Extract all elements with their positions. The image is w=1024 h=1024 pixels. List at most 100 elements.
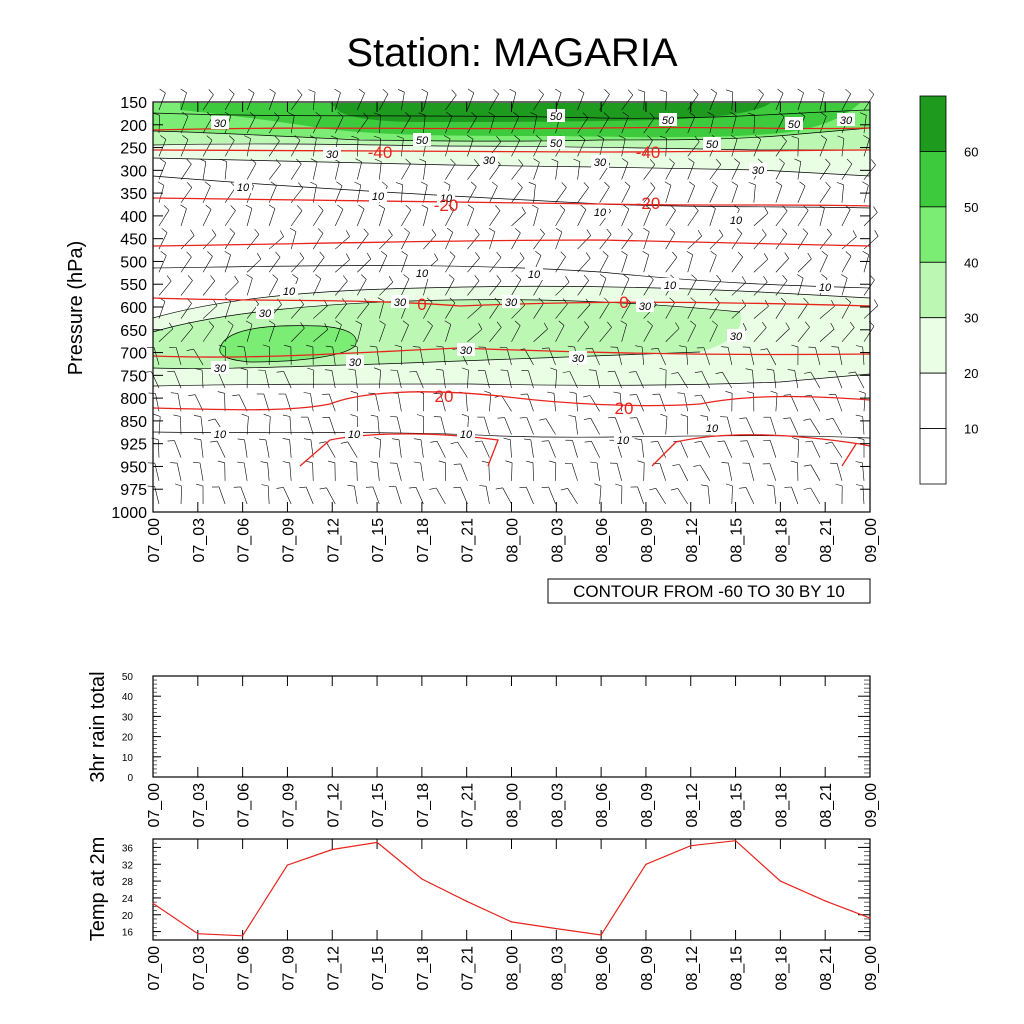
- wind-barb: [810, 464, 821, 481]
- wind-barb-feather: [337, 204, 344, 210]
- wind-barb-feather: [496, 321, 502, 328]
- wind-barb-feather: [560, 251, 566, 257]
- wind-barb-feather: [193, 415, 201, 417]
- wind-barb: [819, 187, 831, 203]
- wind-barb-feather: [224, 251, 231, 256]
- wind-speed-label: 30: [214, 363, 227, 375]
- wind-barb: [621, 116, 629, 134]
- labelbar-label: 60: [964, 144, 978, 159]
- wind-barb: [334, 116, 344, 134]
- wind-barb: [659, 393, 667, 412]
- wind-barb-feather: [803, 418, 811, 421]
- wind-barb: [467, 280, 480, 296]
- temp-point: [600, 934, 602, 936]
- wind-barb-feather: [519, 252, 525, 259]
- wind-barb: [687, 185, 695, 203]
- wind-barb-feather: [670, 488, 678, 491]
- wind-barb-feather: [388, 229, 393, 236]
- wind-barb: [687, 210, 699, 227]
- wind-barb-feather: [787, 369, 795, 371]
- wind-barb-feather: [642, 251, 649, 256]
- wind-barb-feather: [173, 414, 181, 417]
- temperature-label: -40: [636, 143, 661, 162]
- wind-barb: [637, 486, 644, 505]
- wind-barb-feather: [208, 89, 214, 95]
- wind-barb: [731, 162, 740, 180]
- wind-speed-label: 10: [819, 282, 832, 294]
- wind-barb-feather: [745, 368, 753, 371]
- temperature-label: -40: [368, 143, 393, 162]
- wind-barb: [577, 187, 589, 203]
- wind-barb: [753, 234, 767, 250]
- wind-barb-feather: [594, 483, 602, 487]
- wind-barb-feather: [249, 112, 256, 118]
- wind-barb-feather: [347, 485, 355, 487]
- wind-barb: [246, 116, 256, 134]
- wind-barb-feather: [830, 322, 835, 330]
- wind-barb: [665, 416, 668, 435]
- wind-barb: [335, 303, 347, 319]
- temperature-label: 0: [417, 295, 426, 314]
- shade-region-7: [219, 325, 357, 362]
- wind-barb: [158, 232, 168, 250]
- time-tick-label: 08_12: [684, 783, 701, 828]
- wind-barb: [200, 439, 204, 458]
- wind-barb: [489, 164, 501, 180]
- temp-ytick-label: 16: [122, 928, 134, 939]
- wind-barb: [397, 370, 402, 389]
- wind-barb: [533, 233, 545, 250]
- wind-barb: [819, 328, 835, 342]
- wind-barb-feather: [650, 348, 659, 350]
- temp-ytick-label: 36: [122, 843, 134, 854]
- wind-barb-feather: [715, 371, 723, 374]
- wind-barb: [372, 486, 380, 505]
- wind-barb-feather: [420, 181, 428, 186]
- wind-label-bg: [727, 213, 745, 226]
- wind-barb: [680, 440, 689, 458]
- wind-barb-feather: [355, 320, 362, 325]
- wind-barb-feather: [354, 181, 361, 186]
- time-axis: 07_00 07_03 07_06 07_09 07_12 07_15 07_18 07_21…: [146, 102, 880, 563]
- wind-barb: [238, 394, 248, 412]
- temp-point: [824, 900, 826, 902]
- wind-barb: [819, 306, 835, 319]
- wind-barb-feather: [366, 252, 372, 260]
- wind-barb-feather: [715, 159, 722, 165]
- wind-barb: [699, 464, 711, 481]
- wind-barb-feather: [523, 438, 531, 441]
- wind-barb-feather: [263, 413, 271, 417]
- wind-barb-feather: [450, 158, 456, 165]
- wind-speed-label: 30: [730, 331, 743, 343]
- time-tick-label: 08_03: [549, 518, 566, 563]
- wind-label-bg: [591, 205, 609, 218]
- wind-barb: [467, 164, 479, 180]
- wind-barb: [775, 302, 787, 319]
- wind-barb: [436, 441, 446, 458]
- wind-speed-label: 50: [550, 138, 563, 150]
- wind-barb-feather: [388, 276, 394, 283]
- wind-barb-feather: [346, 253, 350, 260]
- wind-barb-feather: [470, 181, 477, 187]
- temperature-label: -20: [636, 194, 661, 213]
- wind-barb-feather: [161, 227, 168, 233]
- wind-barb: [841, 138, 845, 157]
- wind-barb: [224, 233, 236, 250]
- wind-barb-feather: [284, 344, 291, 348]
- wind-barb-feather: [450, 441, 458, 445]
- rain-axis-label: 3hr rain total: [87, 671, 109, 782]
- wind-barb: [727, 347, 733, 366]
- labelbar-label: 40: [964, 255, 978, 270]
- wind-barb: [577, 117, 589, 134]
- wind-barb: [489, 186, 498, 203]
- wind-barb: [202, 326, 214, 342]
- wind-barb-feather: [602, 251, 609, 257]
- wind-barb-feather: [627, 228, 633, 235]
- wind-barb-feather: [711, 181, 718, 187]
- wind-barb-feather: [174, 483, 182, 487]
- wind-barb-feather: [419, 158, 426, 162]
- wind-barb: [354, 486, 358, 505]
- wind-barb-feather: [500, 369, 508, 371]
- temp-panel: 16 20 24 28 32 36 07_00 07_03 07_06 07_09 07_12 07_…: [87, 837, 880, 991]
- time-tick-label: 07_12: [325, 946, 342, 991]
- wind-barb: [643, 91, 646, 111]
